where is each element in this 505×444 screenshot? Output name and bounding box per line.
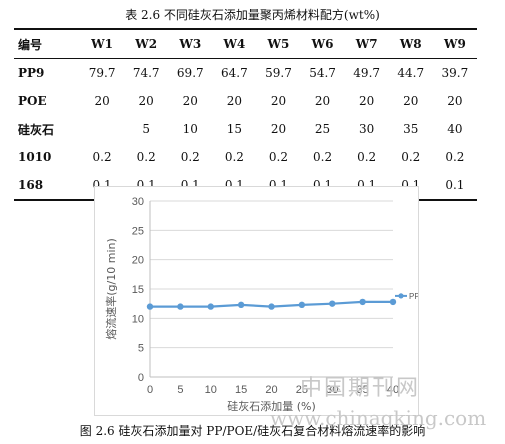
header-cell: W3: [168, 28, 213, 59]
header-cell: W8: [388, 28, 433, 59]
table-cell: 30: [359, 122, 375, 136]
table-cell: 0.2: [357, 150, 377, 164]
table-cell: 20: [182, 94, 198, 108]
x-axis-title: 硅灰石添加量 (%): [227, 399, 316, 413]
table-cell: 25: [314, 122, 331, 136]
table-cell: 0.2: [313, 150, 333, 164]
watermark-cn: 中国期刊网: [300, 376, 421, 401]
table-cell: 0.2: [268, 150, 289, 164]
header-cell: W9: [432, 28, 477, 59]
table-cell: 0.1: [432, 171, 477, 201]
watermark-url: www.chinaqking.com: [270, 406, 487, 430]
header-cell: 编号: [14, 28, 81, 59]
data-point: [207, 303, 214, 310]
table-cell: 20: [314, 94, 331, 108]
x-tick-label: 35: [357, 384, 369, 396]
legend-marker: [398, 293, 404, 299]
data-point: [146, 303, 154, 310]
table-cell: 20: [226, 94, 243, 108]
table-cell: 40: [447, 122, 463, 136]
header-cell: W7: [344, 28, 389, 59]
table-cell: 20: [447, 94, 463, 108]
table-cell: 5: [142, 122, 150, 136]
table-cell: 20: [270, 122, 287, 136]
table-cell: 74.7: [132, 66, 160, 80]
table-row: 1010 0.2 0.2 0.2 0.2 0.2 0.2 0.2 0.2 0.2: [14, 143, 477, 171]
x-tick-label: 0: [147, 384, 153, 396]
header-cell: W1: [80, 28, 125, 59]
y-tick-label: 20: [132, 255, 144, 267]
header-cell: W2: [124, 28, 169, 59]
y-axis-title: 熔流速率(g/10 min): [104, 238, 118, 340]
row-label: 1010: [18, 150, 52, 164]
table-cell: 0.2: [224, 150, 244, 164]
y-tick-label: 10: [132, 313, 144, 325]
formulation-table: 编号 W1 W2 W3 W4 W5 W6 W7 W8 W9 PP9 79.7 7…: [14, 28, 477, 201]
data-point: [177, 303, 184, 310]
table-row: PP9 79.7 74.7 69.7 64.7 59.7 54.7 49.7 4…: [14, 59, 477, 88]
legend-label: PP9: [409, 292, 418, 301]
row-label: 硅灰石: [18, 122, 55, 137]
row-label: 168: [14, 171, 81, 201]
x-tick-label: 15: [235, 384, 247, 396]
data-point: [329, 300, 336, 307]
y-tick-label: 0: [138, 372, 144, 384]
table-cell: 15: [226, 122, 243, 136]
header-cell: W4: [212, 28, 257, 59]
table-cell: 49.7: [353, 66, 381, 80]
x-tick-label: 40: [387, 384, 399, 396]
table-cell: 20: [270, 94, 287, 108]
header-cell: W6: [300, 28, 345, 59]
melt-flow-chart: 0 5 10 15 20 25 30 0 5 10 15 20 25 30 35 40 硅灰石添加量 (%) 熔流…: [94, 186, 419, 416]
x-tick-label: 30: [326, 384, 338, 396]
data-point: [268, 303, 275, 310]
table-cell: 20: [403, 94, 419, 108]
table-cell: 20: [138, 94, 154, 108]
y-tick-label: 15: [132, 284, 144, 296]
table-cell: 35: [403, 122, 419, 136]
table-cell: 0.2: [92, 150, 112, 164]
data-point: [389, 298, 397, 306]
table-cell: 39.7: [441, 66, 469, 80]
table-title: 表 2.6 不同硅灰石添加量聚丙烯材料配方(wt%): [125, 8, 380, 22]
data-point: [298, 301, 306, 309]
table-row: POE 20 20 20 20 20 20 20 20 20: [14, 87, 477, 115]
table-cell: [80, 115, 124, 143]
table-cell: 69.7: [176, 66, 204, 80]
y-tick-label: 25: [132, 225, 144, 237]
y-tick-label: 30: [132, 196, 144, 208]
watermark: 中国期刊网 www.chinaqking.com: [256, 370, 496, 434]
table-cell: 59.7: [265, 66, 292, 80]
table-cell: 10: [182, 122, 198, 136]
row-label: POE: [18, 94, 47, 108]
table-cell: 44.7: [397, 66, 425, 80]
x-tick-label: 10: [205, 384, 217, 396]
x-tick-label: 20: [265, 384, 277, 396]
table-cell: 0.2: [401, 150, 421, 164]
chart-canvas: 0 5 10 15 20 25 30 0 5 10 15 20 25 30 35 40 硅灰石添加量 (%) 熔流…: [104, 196, 418, 413]
figure-caption: 图 2.6 硅灰石添加量对 PP/POE/硅灰石复合材料熔流速率的影响: [79, 424, 426, 438]
row-label: PP9: [18, 66, 45, 80]
table-row: 硅灰石 5 10 15 20 25 30 35 40: [14, 115, 477, 143]
x-tick-label: 25: [296, 384, 308, 396]
table-header-row: 编号 W1 W2 W3 W4 W5 W6 W7 W8 W9: [14, 28, 477, 59]
table-cell: 20: [359, 94, 375, 108]
x-tick-label: 5: [177, 384, 183, 396]
table-cell: 0.2: [445, 150, 465, 164]
table-cell: 20: [94, 94, 110, 108]
header-cell: W5: [256, 28, 301, 59]
table-cell: 0.2: [180, 150, 200, 164]
data-point: [359, 298, 366, 306]
table-cell: 54.7: [309, 66, 336, 80]
table-cell: 0.2: [136, 150, 156, 164]
y-tick-label: 5: [138, 343, 144, 355]
data-point: [237, 301, 245, 309]
table-cell: 79.7: [88, 66, 116, 80]
table-cell: 64.7: [221, 66, 248, 80]
